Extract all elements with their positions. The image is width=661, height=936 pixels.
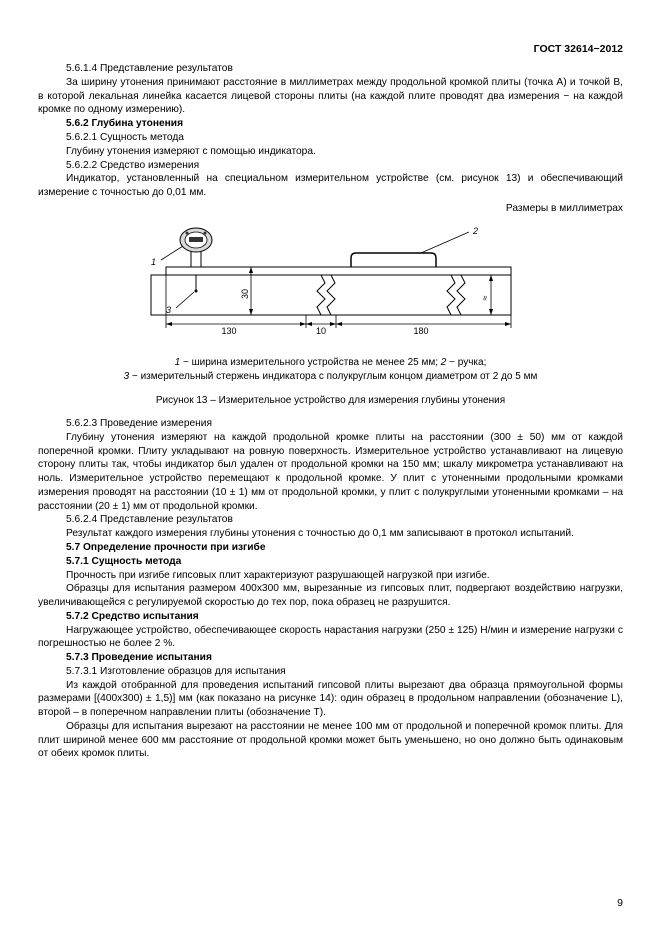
fig-label-2: 2 bbox=[472, 226, 478, 236]
dim-10: 10 bbox=[315, 326, 325, 336]
page-number: 9 bbox=[617, 896, 623, 910]
section-573: 5.7.3 Проведение испытания bbox=[38, 651, 623, 665]
dims-label: Размеры в миллиметрах bbox=[38, 202, 623, 216]
section-571: 5.7.1 Сущность метода bbox=[38, 555, 623, 569]
section-5621-body: Глубину утонения измеряют с помощью инди… bbox=[38, 145, 623, 159]
section-5623-body: Глубину утонения измеряют на каждой прод… bbox=[38, 431, 623, 514]
figure-13-svg: 2 1 3 130 bbox=[121, 220, 541, 350]
doc-header: ГОСТ 32614−2012 bbox=[38, 42, 623, 56]
section-5624-title: 5.6.2.4 Представление результатов bbox=[38, 513, 623, 527]
figure-13-caption: 1 − ширина измерительного устройства не … bbox=[38, 356, 623, 384]
figure-13-title: Рисунок 13 – Измерительное устройство дл… bbox=[38, 394, 623, 408]
figure-13: 2 1 3 130 bbox=[38, 220, 623, 350]
section-5614-body: За ширину утонения принимают расстояние … bbox=[38, 76, 623, 117]
cap-1b: − ширина измерительного устройства не ме… bbox=[180, 357, 441, 368]
section-5622-title: 5.6.2.2 Средство измерения bbox=[38, 159, 623, 173]
dim-180: 180 bbox=[413, 326, 428, 336]
fig-label-1: 1 bbox=[151, 257, 156, 267]
section-562: 5.6.2 Глубина утонения bbox=[38, 117, 623, 131]
cap-2b: − измерительный стержень индикатора с по… bbox=[129, 371, 537, 382]
section-5621-title: 5.6.2.1 Сущность метода bbox=[38, 131, 623, 145]
dim-30: 30 bbox=[240, 289, 250, 299]
section-571-body1: Прочность при изгибе гипсовых плит харак… bbox=[38, 569, 623, 583]
section-5731-title: 5.7.3.1 Изготовление образцов для испыта… bbox=[38, 665, 623, 679]
dim-130: 130 bbox=[221, 326, 236, 336]
section-5614-title: 5.6.1.4 Представление результатов bbox=[38, 62, 623, 76]
dim-width: ≈ bbox=[480, 295, 490, 300]
cap-1d: − ручка; bbox=[446, 357, 486, 368]
fig-label-3: 3 bbox=[166, 305, 171, 315]
section-572: 5.7.2 Средство испытания bbox=[38, 610, 623, 624]
section-57: 5.7 Определение прочности при изгибе bbox=[38, 541, 623, 555]
section-572-body: Нагружающее устройство, обеспечивающее с… bbox=[38, 624, 623, 652]
section-5731-body2: Образцы для испытания вырезают на рассто… bbox=[38, 720, 623, 761]
section-5731-body1: Из каждой отобранной для проведения испы… bbox=[38, 679, 623, 720]
section-5622-body: Индикатор, установленный на специальном … bbox=[38, 172, 623, 200]
section-5623-title: 5.6.2.3 Проведение измерения bbox=[38, 417, 623, 431]
document-page: ГОСТ 32614−2012 5.6.1.4 Представление ре… bbox=[0, 0, 661, 936]
section-5624-body: Результат каждого измерения глубины утон… bbox=[38, 527, 623, 541]
section-571-body2: Образцы для испытания размером 400х300 м… bbox=[38, 582, 623, 610]
